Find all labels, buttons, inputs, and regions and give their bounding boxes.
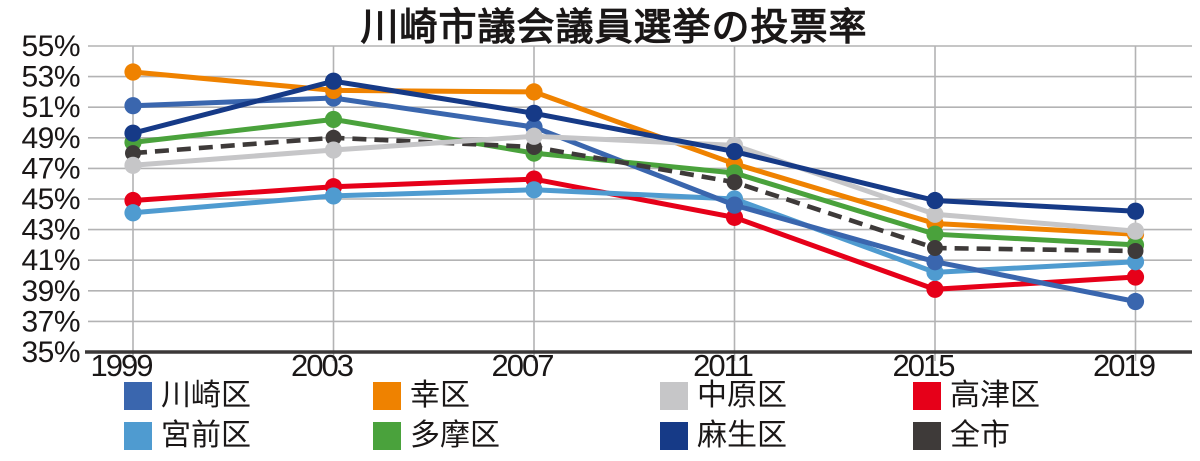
data-point-中原区-2003 <box>324 141 343 159</box>
y-axis-tick-label: 49% <box>21 122 80 155</box>
data-point-全市-2019 <box>1127 243 1144 260</box>
legend-swatch-川崎区 <box>124 382 152 410</box>
series-高津区 <box>124 170 1145 298</box>
legend-swatch-高津区 <box>913 382 941 410</box>
legend-label: 川崎区 <box>161 379 251 412</box>
series-川崎区 <box>124 89 1145 311</box>
legend-swatch-多摩区 <box>373 422 401 450</box>
series-line-多摩区 <box>132 116 1136 248</box>
data-point-麻生区-2007 <box>525 104 543 122</box>
data-point-川崎区-2015 <box>926 253 944 271</box>
legend-label: 多摩区 <box>410 419 500 452</box>
legend-label: 全市 <box>950 419 1010 452</box>
series-line-高津区 <box>132 176 1136 292</box>
data-point-宮前区-2003 <box>324 187 343 205</box>
legend-label: 麻生区 <box>697 419 787 452</box>
legend-item-麻生区: 麻生区 <box>660 421 787 451</box>
data-point-高津区-2015 <box>926 280 944 298</box>
y-axis-tick-label: 39% <box>21 275 80 308</box>
data-point-宮前区-1999 <box>124 204 142 222</box>
legend-label: 高津区 <box>950 379 1040 412</box>
data-point-多摩区-2015 <box>926 225 944 243</box>
data-point-中原区-2007 <box>525 127 543 145</box>
legend-label: 宮前区 <box>161 419 251 452</box>
data-point-川崎区-2019 <box>1126 292 1145 311</box>
plot-area: 35%37%39%41%43%45%47%49%51%53%55%1999 200… <box>21 30 1192 380</box>
legend-swatch-幸区 <box>373 382 401 410</box>
data-point-幸区-1999 <box>124 63 142 81</box>
data-point-麻生区-2015 <box>926 191 944 210</box>
chart-title: 川崎市議会議員選挙の投票率 <box>360 7 868 49</box>
y-axis-tick-label: 37% <box>21 305 80 338</box>
data-point-麻生区-2019 <box>1126 202 1145 220</box>
y-axis-tick-label: 35% <box>21 336 80 369</box>
data-point-宮前区-2007 <box>525 181 543 199</box>
data-point-全市-1999 <box>125 145 141 162</box>
data-point-中原区-2019 <box>1126 222 1145 240</box>
data-point-全市-2015 <box>927 239 943 256</box>
data-point-麻生区-2003 <box>324 72 343 90</box>
data-point-高津区-2019 <box>1126 268 1145 286</box>
series-line-麻生区 <box>132 78 1136 214</box>
y-axis-tick-label: 43% <box>21 214 80 247</box>
legend-item-川崎区: 川崎区 <box>124 381 251 411</box>
series-中原区 <box>124 127 1145 240</box>
y-axis-tick-label: 45% <box>21 183 80 216</box>
legend-item-全市: 全市 <box>913 421 1010 451</box>
data-point-高津区-2011 <box>725 208 744 226</box>
series-全市 <box>125 129 1144 260</box>
series-line-全市 <box>132 135 1136 254</box>
series-宮前区 <box>124 181 1145 282</box>
legend-item-多摩区: 多摩区 <box>373 421 500 451</box>
data-point-中原区-2015 <box>926 205 944 223</box>
legend-swatch-宮前区 <box>124 422 152 450</box>
legend-item-高津区: 高津区 <box>913 381 1040 411</box>
data-point-川崎区-1999 <box>124 97 142 115</box>
y-axis-tick-label: 51% <box>21 91 80 124</box>
y-axis-tick-label: 41% <box>21 244 80 277</box>
data-point-川崎区-2011 <box>725 196 744 214</box>
legend-swatch-中原区 <box>660 382 688 410</box>
data-point-麻生区-2011 <box>725 142 744 161</box>
data-point-麻生区-1999 <box>124 124 142 142</box>
data-point-中原区-1999 <box>124 156 142 174</box>
data-point-全市-2003 <box>325 129 342 146</box>
legend-swatch-麻生区 <box>660 422 688 450</box>
data-point-高津区-1999 <box>124 191 142 210</box>
series-麻生区 <box>124 72 1145 220</box>
legend-swatch-全市 <box>913 422 941 450</box>
y-axis-tick-label: 55% <box>21 30 80 63</box>
legend-label: 中原区 <box>697 379 787 412</box>
legend-item-宮前区: 宮前区 <box>124 421 251 451</box>
series-line-中原区 <box>132 133 1136 234</box>
y-axis-tick-label: 47% <box>21 152 80 185</box>
legend-item-中原区: 中原区 <box>660 381 787 411</box>
series-line-川崎区 <box>132 95 1136 304</box>
data-point-全市-2011 <box>726 174 743 191</box>
legend-label: 幸区 <box>410 379 470 412</box>
legend-item-幸区: 幸区 <box>373 381 470 411</box>
y-axis-tick-label: 53% <box>21 61 80 94</box>
data-point-多摩区-2003 <box>324 110 343 129</box>
data-point-幸区-2007 <box>525 83 543 101</box>
